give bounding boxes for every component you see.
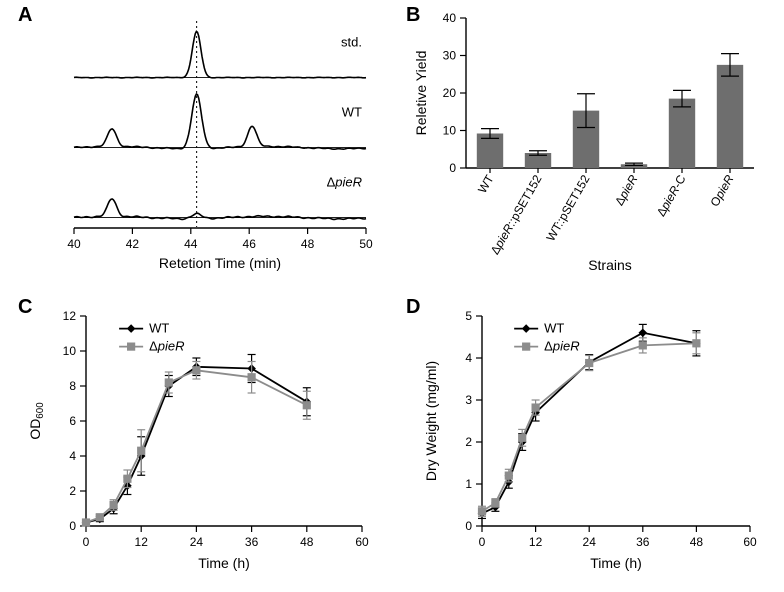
svg-text:ΔpieR-C: ΔpieR-C bbox=[654, 172, 689, 219]
svg-text:ΔpieR::pSET152: ΔpieR::pSET152 bbox=[488, 172, 545, 257]
svg-text:4: 4 bbox=[465, 351, 472, 365]
svg-text:5: 5 bbox=[465, 309, 472, 323]
svg-text:1: 1 bbox=[465, 477, 472, 491]
svg-text:std.: std. bbox=[341, 35, 362, 50]
svg-text:12: 12 bbox=[63, 309, 77, 323]
svg-text:60: 60 bbox=[743, 535, 757, 549]
panel-a-chromatogram: std. WT ΔpieR 40 42 44 46 48 50 Retetion Time (mi… bbox=[22, 6, 382, 276]
svg-text:0: 0 bbox=[449, 161, 456, 175]
svg-text:48: 48 bbox=[301, 237, 315, 251]
svg-text:2: 2 bbox=[465, 435, 472, 449]
svg-text:48: 48 bbox=[690, 535, 704, 549]
svg-text:Time (h): Time (h) bbox=[198, 555, 250, 571]
svg-text:10: 10 bbox=[443, 124, 457, 138]
svg-text:24: 24 bbox=[583, 535, 597, 549]
svg-text:36: 36 bbox=[636, 535, 650, 549]
svg-text:Strains: Strains bbox=[588, 257, 632, 273]
svg-text:WT::pSET152: WT::pSET152 bbox=[543, 172, 592, 243]
svg-text:WT: WT bbox=[544, 321, 564, 336]
svg-text:40: 40 bbox=[67, 237, 81, 251]
panel-b-bar-chart: 0 10 20 30 40Reletive YieldWTΔpieR::pSET152W… bbox=[410, 6, 770, 276]
svg-text:36: 36 bbox=[245, 535, 259, 549]
svg-text:ΔpieR: ΔpieR bbox=[612, 172, 641, 208]
svg-text:Time (h): Time (h) bbox=[590, 555, 642, 571]
panel-d-growth-dryweight: 01224364860012345Time (h)Dry Weight (mg/… bbox=[410, 300, 770, 576]
svg-text:24: 24 bbox=[190, 535, 204, 549]
svg-text:48: 48 bbox=[300, 535, 314, 549]
svg-text:OD600: OD600 bbox=[27, 402, 46, 440]
svg-text:60: 60 bbox=[355, 535, 369, 549]
svg-text:42: 42 bbox=[126, 237, 140, 251]
svg-text:8: 8 bbox=[69, 379, 76, 393]
svg-text:12: 12 bbox=[135, 535, 149, 549]
svg-text:0: 0 bbox=[465, 519, 472, 533]
svg-text:ΔpieR: ΔpieR bbox=[544, 339, 579, 354]
svg-text:WT: WT bbox=[149, 321, 169, 336]
svg-text:10: 10 bbox=[63, 344, 77, 358]
svg-text:Dry Weight (mg/ml): Dry Weight (mg/ml) bbox=[423, 361, 439, 481]
svg-text:46: 46 bbox=[243, 237, 257, 251]
svg-text:0: 0 bbox=[479, 535, 486, 549]
svg-text:12: 12 bbox=[529, 535, 543, 549]
svg-text:4: 4 bbox=[69, 449, 76, 463]
svg-text:20: 20 bbox=[443, 86, 457, 100]
svg-text:Retetion Time (min): Retetion Time (min) bbox=[159, 255, 281, 271]
svg-text:OpieR: OpieR bbox=[707, 172, 736, 209]
svg-text:3: 3 bbox=[465, 393, 472, 407]
svg-text:0: 0 bbox=[69, 519, 76, 533]
svg-text:WT: WT bbox=[342, 105, 362, 120]
svg-text:Reletive Yield: Reletive Yield bbox=[413, 51, 429, 136]
svg-text:ΔpieR: ΔpieR bbox=[149, 339, 184, 354]
svg-text:WT: WT bbox=[475, 172, 497, 196]
svg-text:0: 0 bbox=[83, 535, 90, 549]
svg-text:44: 44 bbox=[184, 237, 198, 251]
svg-text:40: 40 bbox=[443, 11, 457, 25]
panel-c-growth-od: 01224364860024681012Time (h)OD600WTΔpieR bbox=[22, 300, 382, 576]
svg-text:2: 2 bbox=[69, 484, 76, 498]
figure-root: A B C D std.WTΔpieR404244464850Retetion … bbox=[0, 0, 784, 592]
svg-text:30: 30 bbox=[443, 49, 457, 63]
svg-text:6: 6 bbox=[69, 414, 76, 428]
svg-text:50: 50 bbox=[359, 237, 373, 251]
svg-text:ΔpieR: ΔpieR bbox=[327, 175, 362, 190]
